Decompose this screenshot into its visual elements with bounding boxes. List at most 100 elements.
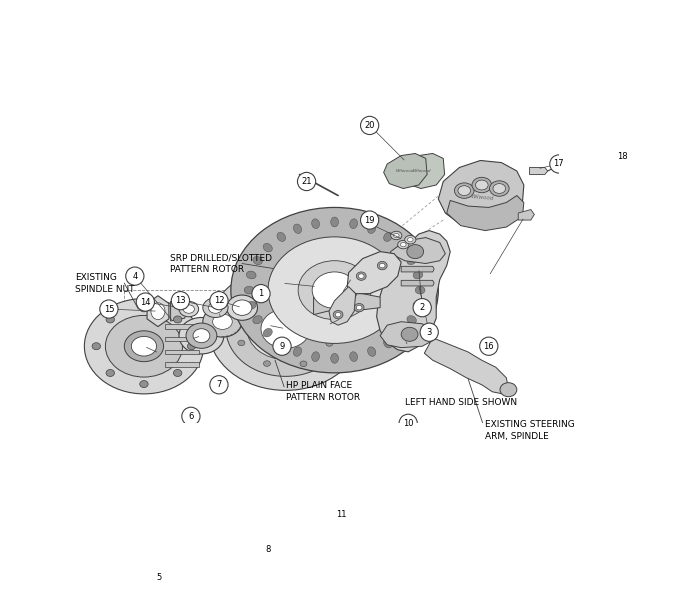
Text: 5: 5: [157, 573, 162, 582]
Ellipse shape: [227, 295, 258, 320]
Ellipse shape: [188, 343, 196, 350]
Text: 6: 6: [188, 412, 194, 421]
Polygon shape: [165, 362, 199, 367]
Circle shape: [480, 337, 498, 355]
Polygon shape: [380, 322, 433, 347]
Text: 20: 20: [365, 121, 375, 130]
Ellipse shape: [330, 353, 339, 363]
Ellipse shape: [415, 286, 425, 294]
Text: Wilwood: Wilwood: [470, 194, 494, 201]
Ellipse shape: [263, 244, 272, 252]
Polygon shape: [424, 338, 508, 394]
Circle shape: [172, 292, 190, 310]
Ellipse shape: [247, 298, 324, 359]
Text: 19: 19: [365, 215, 375, 224]
Text: 18: 18: [617, 152, 627, 161]
Ellipse shape: [253, 316, 262, 324]
Ellipse shape: [203, 298, 228, 317]
Ellipse shape: [475, 180, 488, 190]
Text: 13: 13: [175, 296, 186, 305]
Ellipse shape: [326, 341, 333, 346]
Ellipse shape: [183, 305, 195, 313]
Ellipse shape: [335, 313, 341, 317]
Circle shape: [210, 292, 228, 310]
Ellipse shape: [407, 245, 424, 259]
Circle shape: [150, 568, 169, 587]
Ellipse shape: [326, 311, 333, 317]
Ellipse shape: [413, 271, 423, 279]
Text: 7: 7: [216, 380, 222, 389]
Ellipse shape: [179, 317, 224, 354]
Text: 16: 16: [484, 342, 494, 351]
Ellipse shape: [203, 306, 242, 337]
Text: HP PLAIN FACE
PATTERN ROTOR: HP PLAIN FACE PATTERN ROTOR: [286, 382, 360, 402]
Ellipse shape: [244, 286, 254, 294]
Ellipse shape: [458, 186, 470, 196]
Polygon shape: [401, 280, 434, 286]
Polygon shape: [401, 266, 434, 272]
Ellipse shape: [263, 328, 272, 337]
Ellipse shape: [132, 337, 157, 356]
Ellipse shape: [246, 301, 256, 309]
Ellipse shape: [209, 302, 223, 313]
Text: 1: 1: [258, 289, 264, 298]
Ellipse shape: [379, 263, 385, 268]
Ellipse shape: [493, 184, 505, 193]
Text: 3: 3: [426, 328, 432, 337]
Ellipse shape: [125, 331, 164, 362]
Ellipse shape: [454, 183, 474, 199]
Ellipse shape: [238, 340, 245, 346]
Ellipse shape: [300, 361, 307, 367]
Ellipse shape: [356, 305, 362, 310]
Bar: [125, 290, 261, 336]
Polygon shape: [529, 167, 547, 175]
Circle shape: [420, 323, 438, 341]
Polygon shape: [165, 325, 199, 329]
Ellipse shape: [350, 219, 358, 229]
Circle shape: [550, 155, 568, 173]
Ellipse shape: [312, 272, 357, 308]
Ellipse shape: [368, 224, 376, 233]
Polygon shape: [518, 209, 534, 220]
Ellipse shape: [368, 347, 376, 356]
Text: EXISTING STEERING
ARM, SPINDLE: EXISTING STEERING ARM, SPINDLE: [485, 420, 575, 441]
Text: Wilwood: Wilwood: [413, 169, 431, 173]
Ellipse shape: [350, 352, 358, 361]
Circle shape: [126, 267, 144, 285]
Polygon shape: [147, 296, 169, 326]
Ellipse shape: [238, 311, 245, 317]
Ellipse shape: [106, 316, 183, 377]
Circle shape: [273, 337, 291, 355]
Polygon shape: [377, 230, 450, 352]
Text: 17: 17: [554, 160, 564, 169]
Text: 11: 11: [337, 510, 347, 519]
Ellipse shape: [174, 370, 182, 376]
Ellipse shape: [106, 370, 115, 376]
Polygon shape: [314, 292, 380, 314]
Circle shape: [360, 211, 379, 229]
Circle shape: [136, 293, 155, 311]
Text: SRP DRILLED/SLOTTED
PATTERN ROTOR: SRP DRILLED/SLOTTED PATTERN ROTOR: [170, 253, 272, 274]
Circle shape: [613, 148, 631, 166]
Polygon shape: [164, 331, 209, 362]
Ellipse shape: [261, 309, 310, 349]
Circle shape: [210, 376, 228, 394]
Ellipse shape: [393, 233, 399, 238]
Text: EXISTING
SPINDLE NUT: EXISTING SPINDLE NUT: [76, 273, 135, 293]
Ellipse shape: [489, 181, 509, 196]
Text: 10: 10: [403, 419, 414, 428]
Ellipse shape: [246, 271, 256, 279]
Polygon shape: [165, 350, 199, 354]
Ellipse shape: [293, 224, 302, 233]
Ellipse shape: [106, 316, 115, 323]
Ellipse shape: [232, 300, 252, 316]
Polygon shape: [438, 160, 524, 229]
Ellipse shape: [330, 217, 339, 227]
Polygon shape: [391, 238, 445, 263]
Ellipse shape: [231, 208, 438, 373]
Polygon shape: [165, 337, 199, 341]
Ellipse shape: [405, 235, 416, 244]
Polygon shape: [447, 196, 524, 230]
Polygon shape: [171, 301, 188, 321]
Ellipse shape: [300, 291, 307, 296]
